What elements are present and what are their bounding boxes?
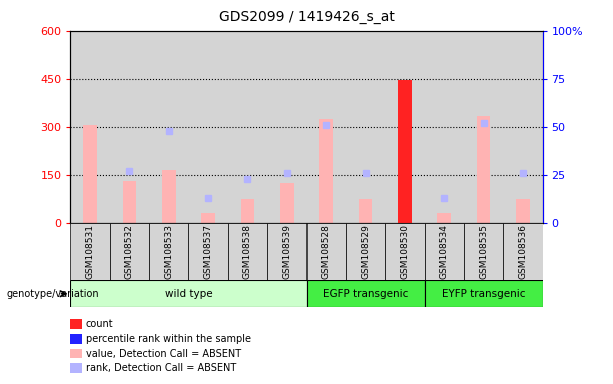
Bar bbox=[398, 80, 412, 223]
Bar bbox=[201, 213, 215, 223]
Text: GSM108528: GSM108528 bbox=[322, 224, 330, 279]
Text: GSM108535: GSM108535 bbox=[479, 224, 488, 279]
Bar bbox=[280, 183, 294, 223]
Bar bbox=[110, 223, 149, 280]
Bar bbox=[424, 280, 543, 307]
Bar bbox=[464, 223, 503, 280]
Bar bbox=[189, 223, 228, 280]
Bar bbox=[424, 223, 464, 280]
Text: GSM108538: GSM108538 bbox=[243, 224, 252, 279]
Text: GSM108533: GSM108533 bbox=[164, 224, 173, 279]
Text: GSM108539: GSM108539 bbox=[283, 224, 291, 279]
Bar bbox=[319, 119, 333, 223]
Bar bbox=[437, 213, 451, 223]
Bar bbox=[398, 213, 412, 223]
Bar bbox=[70, 31, 110, 223]
Bar bbox=[477, 116, 490, 223]
Bar bbox=[503, 31, 543, 223]
Bar bbox=[464, 31, 503, 223]
Bar bbox=[70, 223, 110, 280]
Bar bbox=[110, 31, 149, 223]
Bar bbox=[306, 31, 346, 223]
Bar bbox=[149, 223, 189, 280]
Text: wild type: wild type bbox=[165, 289, 212, 299]
Bar bbox=[241, 199, 254, 223]
Bar bbox=[149, 31, 189, 223]
Bar bbox=[385, 31, 424, 223]
Text: GSM108531: GSM108531 bbox=[86, 224, 94, 279]
Text: percentile rank within the sample: percentile rank within the sample bbox=[86, 334, 251, 344]
Bar bbox=[503, 223, 543, 280]
Bar bbox=[359, 199, 372, 223]
Text: GDS2099 / 1419426_s_at: GDS2099 / 1419426_s_at bbox=[219, 10, 394, 23]
Text: GSM108537: GSM108537 bbox=[204, 224, 213, 279]
Text: GSM108529: GSM108529 bbox=[361, 224, 370, 279]
Text: EYFP transgenic: EYFP transgenic bbox=[442, 289, 525, 299]
Bar bbox=[70, 280, 306, 307]
Text: GSM108530: GSM108530 bbox=[400, 224, 409, 279]
Bar bbox=[424, 31, 464, 223]
Text: count: count bbox=[86, 319, 113, 329]
Bar bbox=[346, 223, 385, 280]
Bar bbox=[267, 223, 306, 280]
Text: rank, Detection Call = ABSENT: rank, Detection Call = ABSENT bbox=[86, 363, 236, 373]
Text: value, Detection Call = ABSENT: value, Detection Call = ABSENT bbox=[86, 349, 241, 359]
Bar bbox=[228, 31, 267, 223]
Bar bbox=[516, 199, 530, 223]
Bar bbox=[267, 31, 306, 223]
Bar bbox=[123, 181, 136, 223]
Bar bbox=[189, 31, 228, 223]
Text: genotype/variation: genotype/variation bbox=[6, 289, 99, 299]
Bar bbox=[228, 223, 267, 280]
Text: GSM108536: GSM108536 bbox=[519, 224, 527, 279]
Text: GSM108534: GSM108534 bbox=[440, 224, 449, 279]
Bar bbox=[346, 31, 385, 223]
Bar bbox=[162, 170, 176, 223]
Text: GSM108532: GSM108532 bbox=[125, 224, 134, 279]
Bar bbox=[385, 223, 424, 280]
Text: EGFP transgenic: EGFP transgenic bbox=[323, 289, 408, 299]
Bar bbox=[306, 280, 424, 307]
Bar bbox=[83, 125, 97, 223]
Bar bbox=[306, 223, 346, 280]
